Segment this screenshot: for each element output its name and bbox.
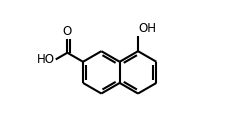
Text: O: O xyxy=(63,25,72,38)
Text: HO: HO xyxy=(37,53,55,66)
Text: OH: OH xyxy=(138,22,156,35)
